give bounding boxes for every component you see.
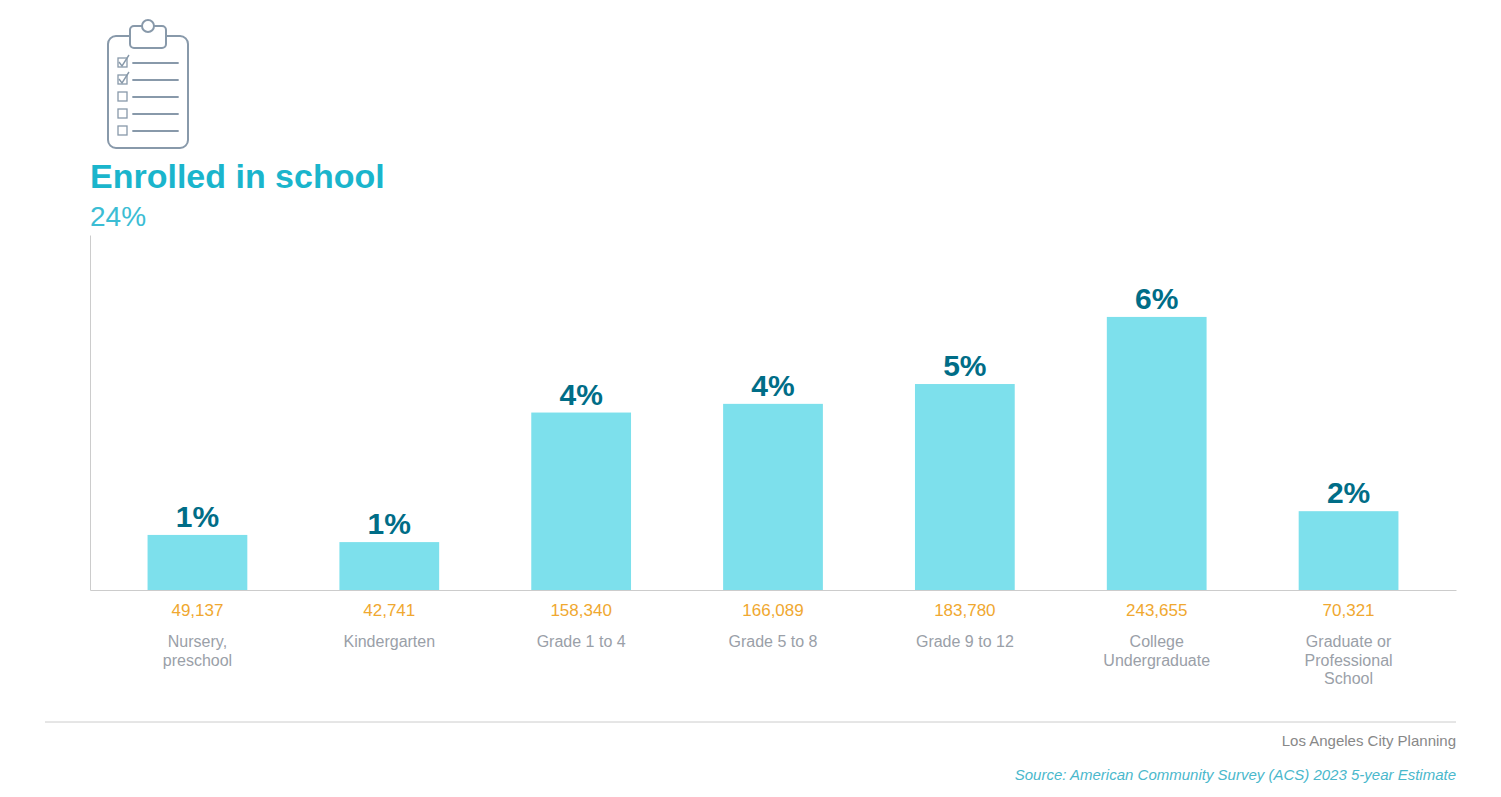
chart: Enrolled in school 24% Nursery, preschool Ki… <box>0 0 1501 797</box>
value-label: 49,137 <box>171 601 223 620</box>
percentage-label: 6% <box>1135 282 1178 315</box>
bar <box>723 404 823 590</box>
value-label: 243,655 <box>1126 601 1187 620</box>
category-label-line: Graduate or <box>1306 633 1392 650</box>
icon-line <box>133 62 178 64</box>
bar <box>339 542 439 590</box>
clipboard-icon <box>108 20 188 148</box>
category-label-line: College <box>1130 633 1184 650</box>
footer: Los Angeles City Planning <box>1282 732 1456 749</box>
plot: Nursery, preschool Kindergarten Grade 1 to … <box>91 236 1457 688</box>
icon-check <box>119 55 129 66</box>
x-tick: Kindergarten <box>343 590 435 650</box>
y-axis-line <box>90 236 91 591</box>
icon-checkbox <box>118 92 127 101</box>
y-axis <box>90 236 91 591</box>
value-label: 166,089 <box>742 601 803 620</box>
category-label-line: Kindergarten <box>343 633 435 650</box>
category-label-line: preschool <box>163 652 232 669</box>
percentage-label: 4% <box>559 378 602 411</box>
category-label-line: Grade 5 to 8 <box>729 633 818 650</box>
x-axis: Nursery, preschool Kindergarten Grade 1 to … <box>91 590 1457 687</box>
icon-checkbox <box>118 109 127 118</box>
icon-checkbox <box>118 126 127 135</box>
percentage-label: 5% <box>943 349 986 382</box>
category-label-line: Grade 9 to 12 <box>916 633 1014 650</box>
x-tick: College Undergraduate <box>1103 590 1210 669</box>
title: Enrolled in school <box>90 157 385 195</box>
percentage-label: 1% <box>176 500 219 533</box>
value-label: 70,321 <box>1323 601 1375 620</box>
icon-body <box>108 36 188 148</box>
category-label-line: Nursery, <box>168 633 227 650</box>
subtitle: 24% <box>90 201 146 232</box>
bars <box>148 317 1399 590</box>
x-tick: Graduate or ProfessionalSchool <box>1305 590 1393 687</box>
x-tick: Nursery, preschool <box>163 590 232 669</box>
category-label: Graduate or ProfessionalSchool <box>1305 633 1393 687</box>
category-label-line: School <box>1324 670 1373 687</box>
bar <box>915 384 1015 590</box>
percentage-label: 1% <box>368 507 411 540</box>
icon-circle <box>142 20 154 32</box>
icon-line <box>133 79 178 81</box>
bar <box>1299 511 1399 590</box>
source: Source: American Community Survey (ACS) … <box>1015 766 1456 783</box>
category-label-line: Grade 1 to 4 <box>537 633 626 650</box>
labels: 1% 1% 4% 4% 5% 6% 2% 49,137 42,741 158,340 166,089… <box>171 282 1374 620</box>
x-tick: Grade 1 to 4 <box>537 590 626 650</box>
x-tick: Grade 9 to 12 <box>916 590 1014 650</box>
percentage-label: 4% <box>751 369 794 402</box>
x-tick: Grade 5 to 8 <box>729 590 818 650</box>
value-label: 42,741 <box>363 601 415 620</box>
separator <box>45 722 1456 723</box>
category-label: Grade 5 to 8 <box>729 633 818 650</box>
category-label-line: Undergraduate <box>1103 652 1210 669</box>
bar <box>148 535 248 590</box>
category-label: Nursery, preschool <box>163 633 232 668</box>
category-label: Grade 9 to 12 <box>916 633 1014 650</box>
category-label-line: Professional <box>1305 652 1393 669</box>
icon-check <box>119 72 129 83</box>
percentage-label: 2% <box>1327 476 1370 509</box>
bar <box>1107 317 1207 590</box>
x-axis-line <box>91 590 1457 591</box>
category-label: Grade 1 to 4 <box>537 633 626 650</box>
icon-line <box>133 113 178 115</box>
icon-line <box>133 96 178 98</box>
icon-line <box>133 130 178 132</box>
bar <box>531 413 631 590</box>
value-label: 158,340 <box>550 601 611 620</box>
value-label: 183,780 <box>934 601 995 620</box>
category-label: Kindergarten <box>343 633 435 650</box>
category-label: College Undergraduate <box>1103 633 1210 668</box>
